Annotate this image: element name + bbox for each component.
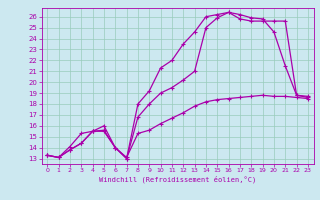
X-axis label: Windchill (Refroidissement éolien,°C): Windchill (Refroidissement éolien,°C) — [99, 176, 256, 183]
